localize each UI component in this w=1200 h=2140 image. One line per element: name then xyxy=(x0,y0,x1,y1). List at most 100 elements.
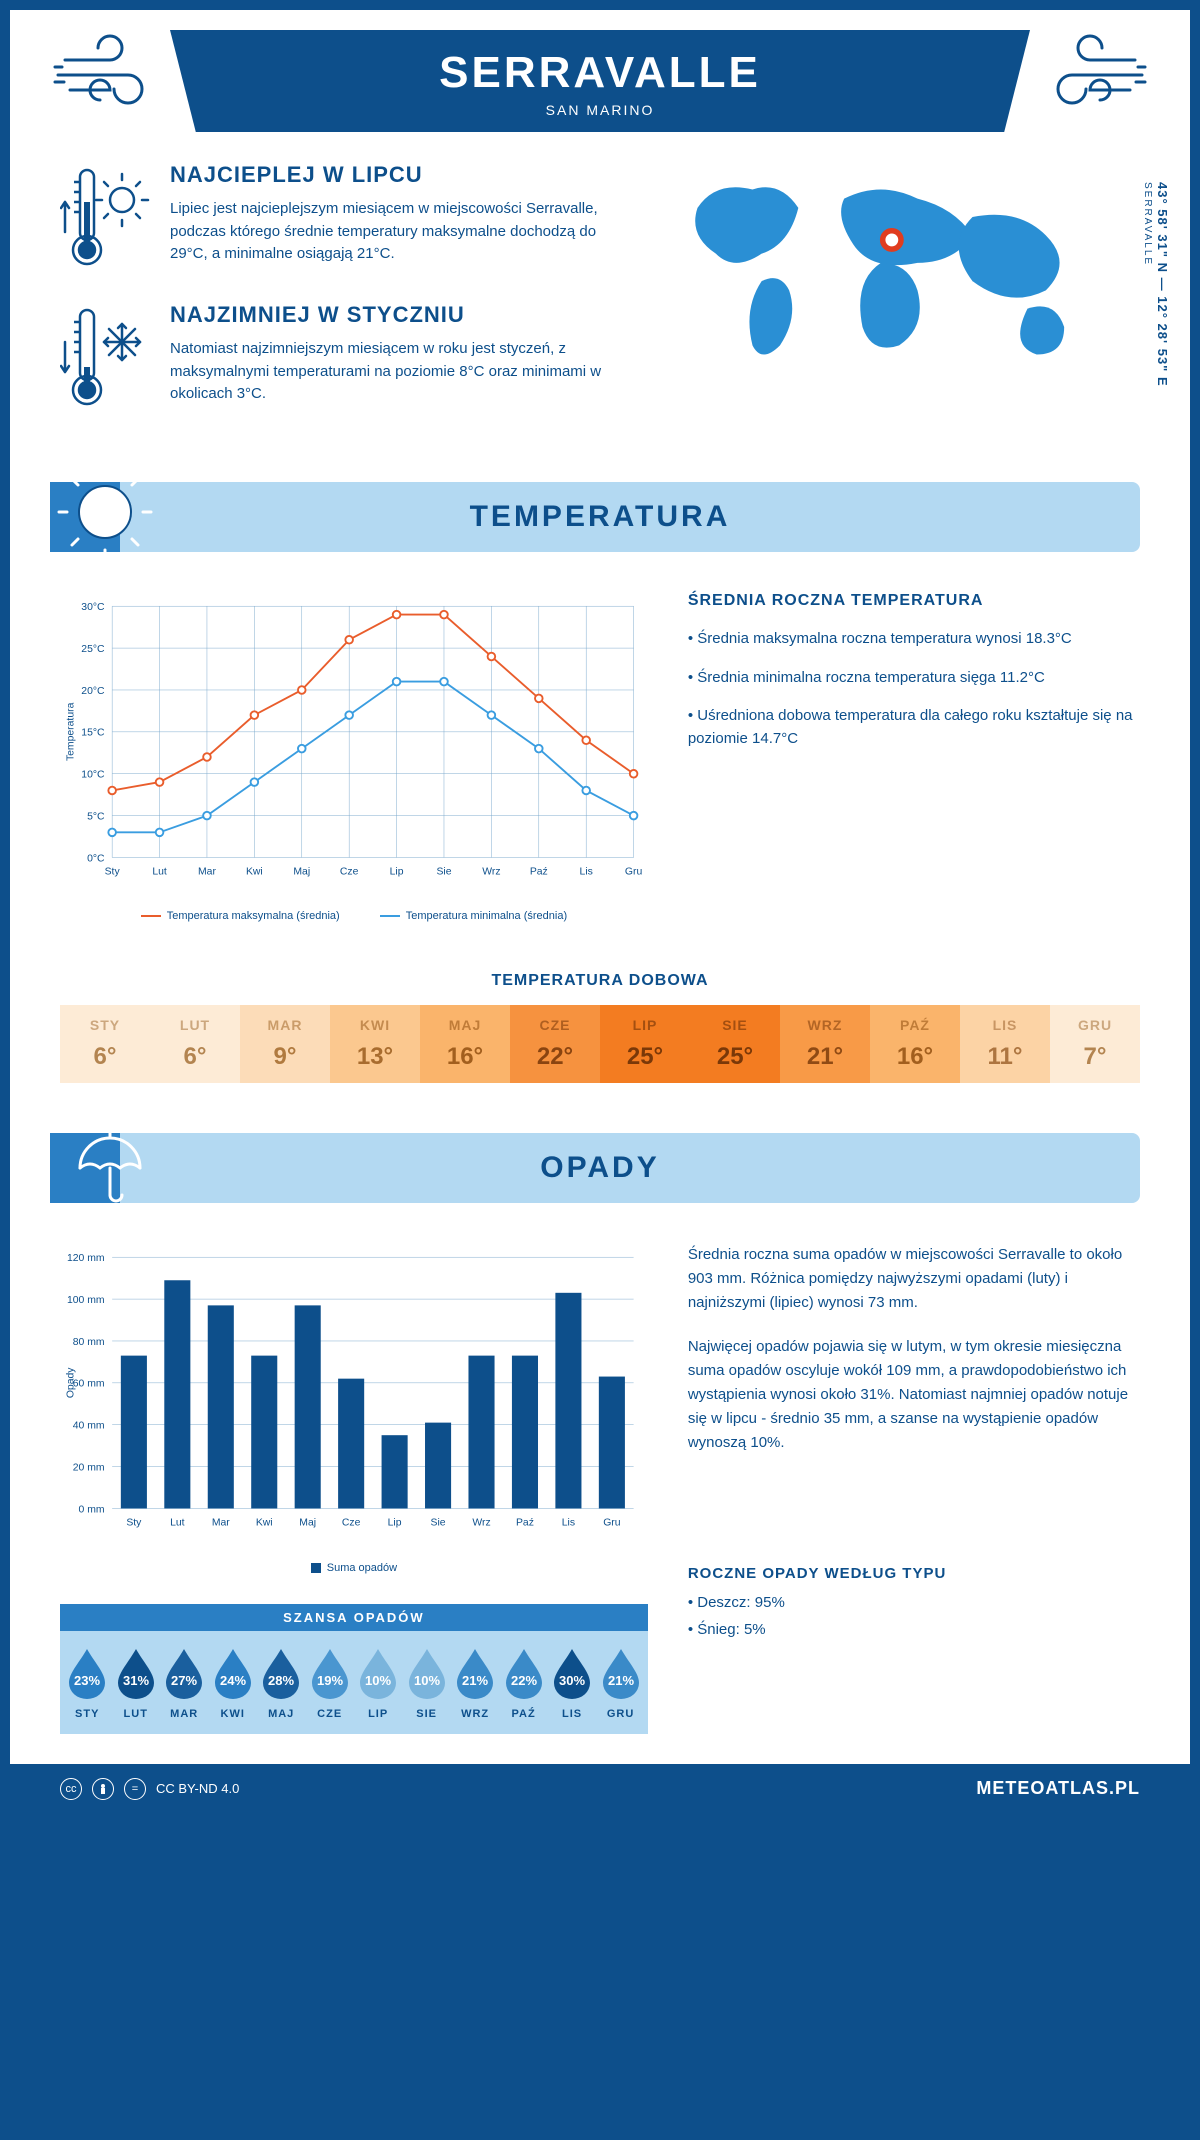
svg-text:Kwi: Kwi xyxy=(246,867,263,878)
svg-text:Lip: Lip xyxy=(390,867,404,878)
svg-text:120 mm: 120 mm xyxy=(67,1253,105,1264)
temp-cell: LIP25° xyxy=(600,1005,690,1083)
rain-type-item: • Śnieg: 5% xyxy=(688,1619,1140,1642)
sun-icon xyxy=(50,462,160,562)
temp-bullet: • Uśredniona dobowa temperatura dla całe… xyxy=(688,705,1140,750)
daily-temp-heading: TEMPERATURA DOBOWA xyxy=(10,972,1190,990)
coldest-block: NAJZIMNIEJ W STYCZNIU Natomiast najzimni… xyxy=(60,302,610,412)
coldest-heading: NAJZIMNIEJ W STYCZNIU xyxy=(170,302,610,328)
svg-text:27%: 27% xyxy=(171,1673,197,1688)
thermometer-hot-icon xyxy=(60,162,150,272)
rain-drop: 31% LUT xyxy=(112,1645,158,1720)
svg-text:Wrz: Wrz xyxy=(472,1518,490,1529)
license-text: CC BY-ND 4.0 xyxy=(156,1781,239,1796)
rain-drop: 21% GRU xyxy=(597,1645,643,1720)
avg-temp-heading: ŚREDNIA ROCZNA TEMPERATURA xyxy=(688,592,1140,610)
temp-cell: STY6° xyxy=(60,1005,150,1083)
svg-text:Maj: Maj xyxy=(299,1518,316,1529)
svg-text:Lis: Lis xyxy=(562,1518,575,1529)
temp-cell: LUT6° xyxy=(150,1005,240,1083)
temp-cell: GRU7° xyxy=(1050,1005,1140,1083)
svg-text:Gru: Gru xyxy=(603,1518,621,1529)
svg-text:Opady: Opady xyxy=(65,1367,76,1398)
svg-text:5°C: 5°C xyxy=(87,811,105,822)
legend-precip: Suma opadów xyxy=(311,1562,397,1574)
svg-text:Sie: Sie xyxy=(436,867,451,878)
svg-text:Cze: Cze xyxy=(340,867,359,878)
temp-cell: SIE25° xyxy=(690,1005,780,1083)
temperature-banner: TEMPERATURA xyxy=(60,482,1140,552)
header: SERRAVALLE SAN MARINO xyxy=(10,10,1190,132)
svg-text:100 mm: 100 mm xyxy=(67,1295,105,1306)
coldest-text: Natomiast najzimniejszym miesiącem w rok… xyxy=(170,338,610,406)
rain-type-item: • Deszcz: 95% xyxy=(688,1592,1140,1615)
svg-text:20°C: 20°C xyxy=(81,686,105,697)
umbrella-icon xyxy=(50,1113,160,1213)
rain-drop: 28% MAJ xyxy=(258,1645,304,1720)
svg-text:23%: 23% xyxy=(74,1673,100,1688)
svg-text:Lut: Lut xyxy=(170,1518,185,1529)
world-map xyxy=(640,162,1140,382)
svg-text:Sie: Sie xyxy=(431,1518,446,1529)
temp-cell: CZE22° xyxy=(510,1005,600,1083)
thermometer-cold-icon xyxy=(60,302,150,412)
warmest-heading: NAJCIEPLEJ W LIPCU xyxy=(170,162,610,188)
footer: cc = CC BY-ND 4.0 METEOATLAS.PL xyxy=(10,1764,1190,1814)
svg-text:30°C: 30°C xyxy=(81,602,105,613)
temp-cell: MAJ16° xyxy=(420,1005,510,1083)
svg-text:28%: 28% xyxy=(268,1673,294,1688)
rain-chance-box: SZANSA OPADÓW 23% STY 31% LUT 27% MAR 24… xyxy=(60,1604,648,1734)
svg-text:Lut: Lut xyxy=(152,867,167,878)
rain-drop: 19% CZE xyxy=(306,1645,352,1720)
rain-drop: 10% SIE xyxy=(403,1645,449,1720)
legend-max: Temperatura maksymalna (średnia) xyxy=(141,910,340,922)
wind-swirl-icon xyxy=(50,30,170,120)
svg-text:Paź: Paź xyxy=(530,867,548,878)
precipitation-title: OPADY xyxy=(60,1151,1140,1185)
svg-text:Lip: Lip xyxy=(388,1518,402,1529)
svg-text:25°C: 25°C xyxy=(81,644,105,655)
temperature-chart: 0°C5°C10°C15°C20°C25°C30°CStyLutMarKwiMa… xyxy=(60,592,648,922)
city-name: SERRAVALLE xyxy=(170,48,1030,98)
legend-min: Temperatura minimalna (średnia) xyxy=(380,910,567,922)
temp-cell: PAŹ16° xyxy=(870,1005,960,1083)
temp-cell: KWI13° xyxy=(330,1005,420,1083)
temperature-title: TEMPERATURA xyxy=(60,500,1140,534)
svg-text:24%: 24% xyxy=(220,1673,246,1688)
svg-text:21%: 21% xyxy=(462,1673,488,1688)
temp-cell: MAR9° xyxy=(240,1005,330,1083)
temp-cell: WRZ21° xyxy=(780,1005,870,1083)
rain-drop: 10% LIP xyxy=(355,1645,401,1720)
svg-text:10%: 10% xyxy=(365,1673,391,1688)
site-name: METEOATLAS.PL xyxy=(976,1778,1140,1799)
svg-text:Kwi: Kwi xyxy=(256,1518,273,1529)
svg-text:30%: 30% xyxy=(559,1673,585,1688)
svg-text:40 mm: 40 mm xyxy=(73,1421,105,1432)
warmest-text: Lipiec jest najcieplejszym miesiącem w m… xyxy=(170,198,610,266)
nd-icon: = xyxy=(124,1778,146,1800)
svg-text:60 mm: 60 mm xyxy=(73,1379,105,1390)
wind-swirl-icon xyxy=(1030,30,1150,120)
precipitation-banner: OPADY xyxy=(60,1133,1140,1203)
temperature-summary: ŚREDNIA ROCZNA TEMPERATURA • Średnia mak… xyxy=(688,592,1140,922)
svg-text:22%: 22% xyxy=(511,1673,537,1688)
rain-type-heading: ROCZNE OPADY WEDŁUG TYPU xyxy=(688,1565,1140,1582)
title-banner: SERRAVALLE SAN MARINO xyxy=(170,30,1030,132)
svg-text:31%: 31% xyxy=(123,1673,149,1688)
temp-cell: LIS11° xyxy=(960,1005,1050,1083)
rain-drop: 30% LIS xyxy=(549,1645,595,1720)
svg-text:Lis: Lis xyxy=(580,867,593,878)
svg-text:0°C: 0°C xyxy=(87,853,105,864)
svg-text:20 mm: 20 mm xyxy=(73,1463,105,1474)
svg-text:Sty: Sty xyxy=(126,1518,142,1529)
coordinates: 43° 58' 31" N — 12° 28' 53" E SERRAVALLE xyxy=(1140,182,1170,387)
rain-chance-heading: SZANSA OPADÓW xyxy=(60,1604,648,1631)
location-marker xyxy=(883,231,901,249)
cc-icon: cc xyxy=(60,1778,82,1800)
precipitation-summary: Średnia roczna suma opadów w miejscowośc… xyxy=(688,1243,1140,1733)
svg-text:Cze: Cze xyxy=(342,1518,361,1529)
daily-temp-table: STY6°LUT6°MAR9°KWI13°MAJ16°CZE22°LIP25°S… xyxy=(60,1005,1140,1083)
svg-text:19%: 19% xyxy=(317,1673,343,1688)
precip-para-1: Średnia roczna suma opadów w miejscowośc… xyxy=(688,1243,1140,1315)
precipitation-chart: 0 mm20 mm40 mm60 mm80 mm100 mm120 mmStyL… xyxy=(60,1243,648,1733)
